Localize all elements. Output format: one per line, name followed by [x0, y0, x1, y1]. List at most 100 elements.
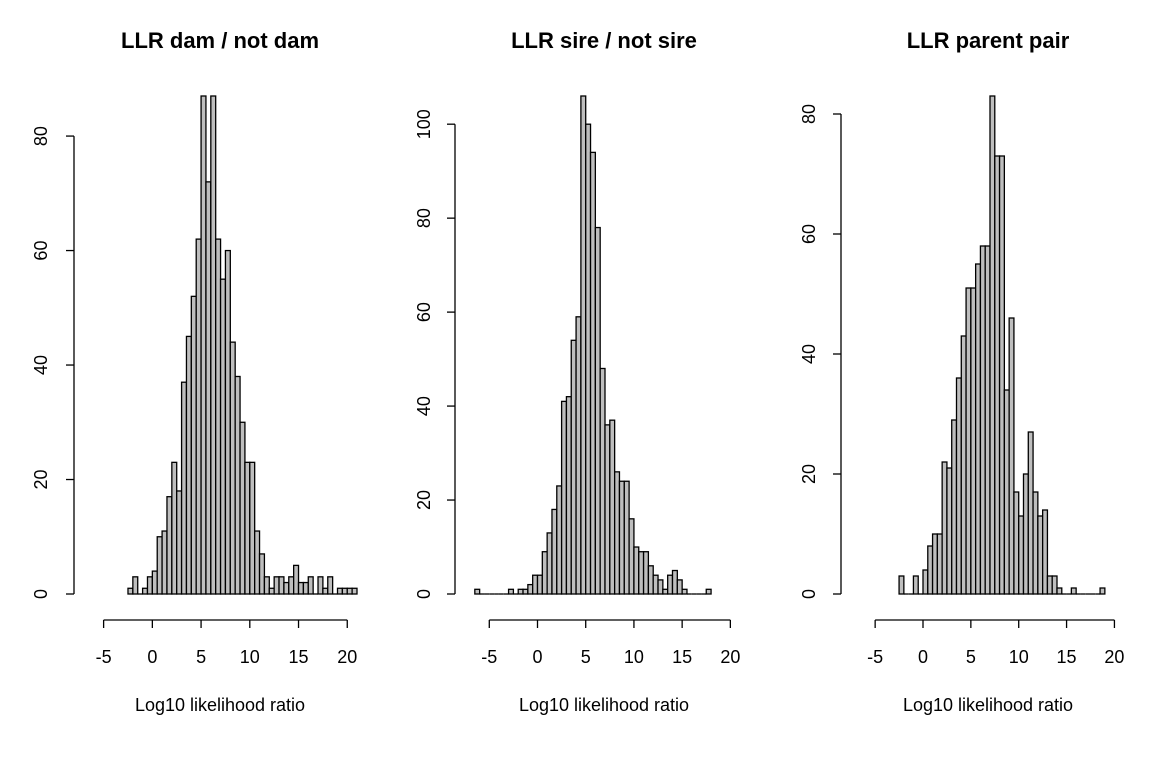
panel-title: LLR sire / not sire [511, 28, 697, 53]
x-tick-label: -5 [481, 647, 497, 667]
y-tick-label: 40 [799, 344, 819, 364]
y-tick-label: 60 [414, 302, 434, 322]
histogram-panel-3: LLR parent pair -5 0 5 10 15 20 0 20 40 60 80 Log10 … [799, 28, 1124, 715]
histogram-bar [989, 95, 996, 595]
x-tick-label: 15 [1057, 647, 1077, 667]
histogram-bar [671, 569, 678, 595]
histogram-bar [132, 576, 139, 595]
histogram-bar [1032, 491, 1039, 595]
histogram-bar [546, 532, 553, 595]
histogram-bar [922, 569, 929, 595]
histogram-bar [171, 461, 178, 595]
histogram-bar [166, 496, 173, 595]
histogram-bar [215, 238, 222, 595]
histogram-bar [268, 587, 275, 595]
histogram-bar [970, 287, 977, 595]
y-tick-label: 100 [414, 109, 434, 139]
histogram-bar [249, 461, 256, 595]
histogram-bar [931, 533, 939, 595]
histogram-bar [288, 576, 295, 595]
histogram-bar [141, 587, 149, 595]
histogram-bar [176, 490, 183, 595]
histogram-bar [278, 576, 285, 595]
histogram-bar [974, 263, 982, 595]
histogram-bar [965, 287, 972, 595]
y-tick-label: 20 [414, 490, 434, 510]
histogram-bar [1037, 515, 1044, 595]
x-tick-label: 0 [918, 647, 928, 667]
histogram-bar [293, 564, 300, 595]
histogram-bar [302, 581, 309, 595]
histogram-bar [1027, 431, 1034, 595]
histogram-bar [532, 574, 539, 595]
histogram-bar [898, 575, 905, 595]
histogram-bar [613, 471, 621, 595]
y-tick-label: 60 [799, 224, 819, 244]
histogram-bar [307, 576, 314, 595]
histogram-bar [1046, 575, 1053, 595]
histogram-bar [585, 123, 592, 595]
y-tick-label: 20 [799, 464, 819, 484]
histogram-bar [1013, 491, 1020, 595]
histogram-bar [297, 581, 305, 595]
x-tick-label: 20 [1104, 647, 1124, 667]
x-tick-label: -5 [96, 647, 112, 667]
y-tick-label: 80 [31, 126, 51, 146]
histogram-bar [1003, 389, 1010, 595]
histogram-bar [234, 375, 241, 595]
histogram-panel-1: LLR dam / not dam -5 0 5 10 15 20 0 20 40 60 80 Log1… [31, 28, 358, 715]
panel-title: LLR parent pair [907, 28, 1070, 53]
histogram-bar [565, 396, 572, 595]
histogram-bar [979, 245, 986, 595]
histogram-bar [341, 587, 348, 595]
histogram-bar [628, 518, 635, 595]
histogram-bar [200, 95, 207, 595]
histogram-bar [570, 339, 577, 595]
histogram-bar [156, 536, 163, 595]
y-tick-label: 0 [799, 589, 819, 599]
histogram-bar [254, 530, 261, 595]
panel-title: LLR dam / not dam [121, 28, 319, 53]
histogram-bar [322, 587, 329, 595]
histogram-bar [1041, 509, 1049, 595]
x-tick-label: 15 [289, 647, 309, 667]
histogram-bar [955, 377, 962, 595]
histogram-bar [609, 419, 616, 595]
histogram-bar [560, 400, 568, 595]
histogram-bar [185, 335, 192, 595]
histogram-bar [336, 587, 344, 595]
histogram-bar [657, 579, 664, 595]
histogram-bar [346, 587, 353, 595]
x-tick-label: 5 [581, 647, 591, 667]
histogram-bar [224, 249, 231, 595]
histogram-bar [647, 565, 654, 595]
histogram-bar [1056, 587, 1063, 595]
histogram-bar [927, 545, 934, 595]
histogram-bar [229, 341, 236, 595]
histogram-bar [283, 581, 290, 595]
histogram-bar [244, 461, 251, 595]
histogram-bar [1008, 317, 1015, 595]
histogram-bar [556, 485, 563, 595]
x-tick-label: 10 [1009, 647, 1029, 667]
histogram-bar [575, 316, 582, 595]
histogram-bar [984, 245, 991, 595]
histogram-bar [1022, 473, 1029, 595]
y-tick-label: 80 [799, 104, 819, 124]
histogram-bar [536, 574, 543, 595]
x-tick-label: 5 [966, 647, 976, 667]
histogram-bar [522, 588, 529, 595]
histogram-bar [623, 480, 630, 595]
histogram-bar [180, 381, 188, 595]
histogram-bar [936, 533, 943, 595]
x-axis-label: Log10 likelihood ratio [903, 695, 1073, 715]
histogram-bar [190, 295, 197, 595]
histogram-bar [551, 508, 558, 595]
histogram-bar [951, 419, 958, 595]
histogram-bar [681, 588, 688, 595]
histogram-bar [676, 579, 683, 595]
histogram-bar [1099, 587, 1106, 595]
x-tick-label: 20 [337, 647, 357, 667]
histogram-bar [195, 238, 202, 595]
